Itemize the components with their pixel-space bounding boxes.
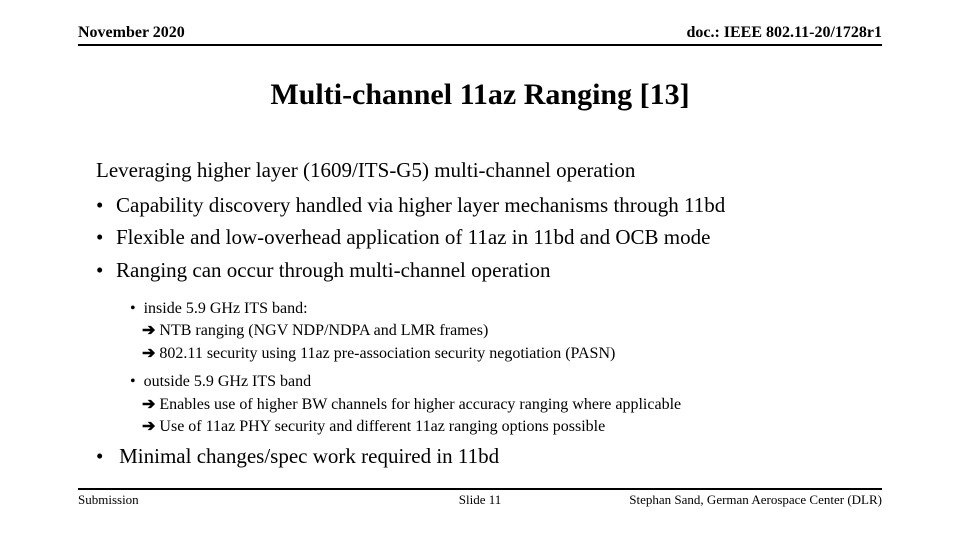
sub-line-text: NTB ranging (NGV NDP/NDPA and LMR frames… <box>159 322 488 339</box>
main-bullets: •Capability discovery handled via higher… <box>96 190 882 287</box>
minimal-bullet: • Minimal changes/spec work required in … <box>96 444 499 469</box>
minimal-text: Minimal changes/spec work required in 11… <box>119 444 499 468</box>
header-date: November 2020 <box>78 24 185 42</box>
bullet-item: •Ranging can occur through multi-channel… <box>96 255 882 285</box>
footer-rule <box>78 488 882 490</box>
sub-bullet-head: • inside 5.9 GHz ITS band: <box>130 298 882 320</box>
sub-line-text: 802.11 security using 11az pre-associati… <box>159 345 615 362</box>
sub-arrow-line: ➔ Use of 11az PHY security and different… <box>130 416 882 438</box>
header: November 2020 doc.: IEEE 802.11-20/1728r… <box>78 24 882 46</box>
bullet-text: Flexible and low-overhead application of… <box>116 225 710 249</box>
arrow-icon: ➔ <box>142 418 155 435</box>
bullet-item: •Capability discovery handled via higher… <box>96 190 882 220</box>
arrow-icon: ➔ <box>142 345 155 362</box>
sub-line-text: Use of 11az PHY security and different 1… <box>159 418 605 435</box>
arrow-icon: ➔ <box>142 396 155 413</box>
sub-head-text: inside 5.9 GHz ITS band: <box>144 300 308 317</box>
header-doc: doc.: IEEE 802.11-20/1728r1 <box>686 24 882 42</box>
sub-head-text: outside 5.9 GHz ITS band <box>144 373 312 390</box>
bullet-text: Capability discovery handled via higher … <box>116 193 725 217</box>
slide: November 2020 doc.: IEEE 802.11-20/1728r… <box>0 0 960 540</box>
sub-bullet-head: • outside 5.9 GHz ITS band <box>130 371 882 393</box>
bullet-item: •Flexible and low-overhead application o… <box>96 222 882 252</box>
arrow-icon: ➔ <box>142 322 155 339</box>
sub-line-text: Enables use of higher BW channels for hi… <box>159 396 681 413</box>
sub-arrow-line: ➔ NTB ranging (NGV NDP/NDPA and LMR fram… <box>130 320 882 342</box>
sub-bullets: • inside 5.9 GHz ITS band: ➔ NTB ranging… <box>130 298 882 438</box>
sub-arrow-line: ➔ Enables use of higher BW channels for … <box>130 394 882 416</box>
sub-arrow-line: ➔ 802.11 security using 11az pre-associa… <box>130 343 882 365</box>
footer-center: Slide 11 <box>0 492 960 508</box>
slide-title: Multi-channel 11az Ranging [13] <box>0 78 960 112</box>
bullet-text: Ranging can occur through multi-channel … <box>116 258 550 282</box>
intro-line: Leveraging higher layer (1609/ITS-G5) mu… <box>96 158 635 183</box>
